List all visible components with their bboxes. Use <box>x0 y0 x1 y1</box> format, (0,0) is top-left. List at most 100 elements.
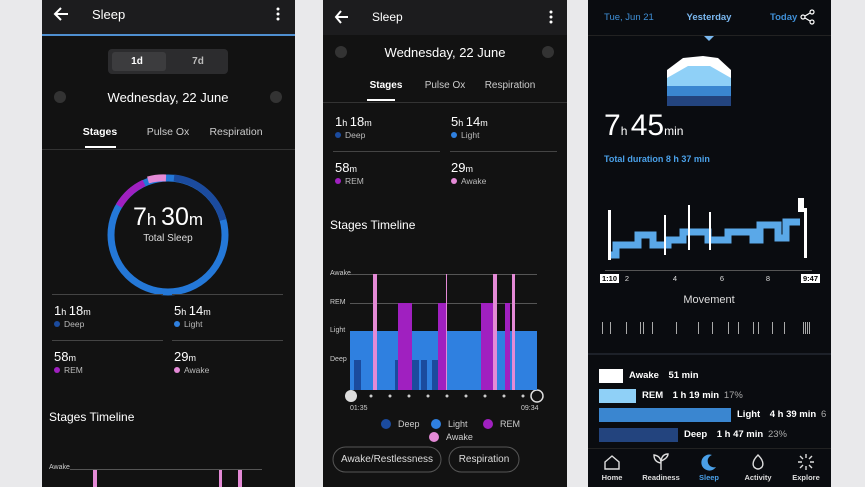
tab-label[interactable]: Sleep <box>698 473 719 482</box>
duration-value: 1h 18m <box>54 302 91 320</box>
level-label: REM <box>330 299 346 306</box>
awake-stage <box>493 274 497 390</box>
stage-bar <box>599 369 623 383</box>
wake-icon <box>530 389 544 403</box>
tab[interactable]: Pulse Ox <box>424 80 466 91</box>
stat-label: Deep <box>64 319 85 329</box>
next-day[interactable] <box>270 91 282 103</box>
legend-dot <box>174 367 180 373</box>
total-duration: Total duration 8 h 37 min <box>604 154 710 164</box>
tab-underline <box>85 146 116 148</box>
legend-dot <box>483 419 493 429</box>
movement-tick <box>738 322 739 334</box>
value-part: h <box>620 124 631 138</box>
value-part: 14 <box>465 114 481 129</box>
movement-tick <box>807 322 808 334</box>
value-part: 18 <box>349 114 365 129</box>
share-icon[interactable] <box>800 9 815 25</box>
time-dot <box>502 394 506 398</box>
legend-dot <box>451 132 457 138</box>
value-part: h <box>342 118 350 128</box>
movement-tick <box>652 322 653 334</box>
legend-dot <box>335 132 341 138</box>
tab-label[interactable]: Readiness <box>642 473 680 482</box>
value-part: 18 <box>68 303 84 318</box>
button-label[interactable]: Respiration <box>458 454 510 465</box>
movement-tick <box>809 322 810 334</box>
tab[interactable]: Respiration <box>484 80 536 91</box>
stat-label: Deep <box>345 130 366 140</box>
prev-day[interactable] <box>335 46 347 58</box>
stage-bar <box>599 389 636 403</box>
button-outline[interactable] <box>448 446 520 473</box>
time-dot <box>464 394 468 398</box>
time-dot <box>445 394 449 398</box>
awake-mark <box>798 198 804 212</box>
button-label[interactable]: Awake/Restlessness <box>340 454 434 465</box>
value-part: 1 <box>54 303 62 318</box>
awake-mark <box>804 208 807 258</box>
tab[interactable]: Stages <box>369 80 403 91</box>
legend-dot <box>429 432 439 442</box>
stage-row: REM 1 h 19 min 17% <box>642 390 743 401</box>
hypnogram-thumbnail <box>667 56 731 106</box>
back-icon[interactable] <box>334 10 348 24</box>
header-bar <box>323 0 567 35</box>
menu-icon[interactable] <box>276 7 280 21</box>
section-title: Stages Timeline <box>330 218 416 232</box>
tab[interactable]: Respiration <box>209 126 263 138</box>
screen-stages-timeline: Sleep Wednesday, 22 June Stages Pulse Ox Res… <box>323 0 567 487</box>
value-part: 14 <box>188 303 204 318</box>
legend-dot <box>54 321 60 327</box>
time-dot <box>369 394 373 398</box>
prev-day[interactable] <box>54 91 66 103</box>
duration-value: 29m <box>174 348 196 366</box>
divider <box>588 448 831 449</box>
activity-icon[interactable] <box>752 454 764 470</box>
divider <box>333 151 440 152</box>
sleep-ring <box>107 174 229 296</box>
menu-icon[interactable] <box>549 10 553 24</box>
tab-label[interactable]: Home <box>601 473 623 482</box>
movement-tick <box>758 322 759 334</box>
time-dot <box>388 394 392 398</box>
value-part: h <box>146 210 162 229</box>
tab-label[interactable]: Activity <box>744 473 772 482</box>
range-option[interactable]: 7d <box>192 56 204 67</box>
stat-label: Awake <box>184 365 210 375</box>
date-label: Wednesday, 22 June <box>107 90 229 105</box>
divider <box>588 353 831 355</box>
value-part: m <box>349 164 357 174</box>
button-outline[interactable] <box>332 446 442 473</box>
awake-mark <box>608 210 611 260</box>
legend-label: Awake <box>446 432 473 442</box>
legend-dot <box>381 419 391 429</box>
readiness-icon[interactable] <box>653 453 669 470</box>
movement-tick <box>728 322 729 334</box>
time-dot <box>407 394 411 398</box>
tab[interactable]: Stages <box>82 126 118 138</box>
value-part: 1 <box>335 114 343 129</box>
nav-next[interactable]: Today <box>770 12 798 23</box>
rem-stage <box>398 303 408 390</box>
explore-icon[interactable] <box>798 454 814 470</box>
next-day[interactable] <box>542 46 554 58</box>
awake-stage <box>373 274 377 390</box>
tab-label[interactable]: Explore <box>792 473 820 482</box>
grid-line <box>70 469 262 470</box>
back-icon[interactable] <box>53 7 68 21</box>
tab[interactable]: Pulse Ox <box>146 126 190 138</box>
duration-value: 7h 45min <box>604 109 683 143</box>
ring-label: Total Sleep <box>143 233 193 244</box>
range-option[interactable]: 1d <box>131 56 143 67</box>
stage-share: 23% <box>767 429 787 440</box>
value-part: 58 <box>335 160 350 175</box>
nav-previous[interactable]: Tue, Jun 21 <box>604 12 654 23</box>
value-part: h <box>181 307 189 317</box>
tab-underline <box>367 99 395 101</box>
movement-tick <box>753 322 754 334</box>
value-part: 29 <box>451 160 466 175</box>
sleep-icon[interactable] <box>701 454 716 471</box>
home-icon[interactable] <box>604 455 620 470</box>
screen-sleep-summary: Tue, Jun 21 Yesterday Today 7h 45min Total d… <box>588 0 831 487</box>
